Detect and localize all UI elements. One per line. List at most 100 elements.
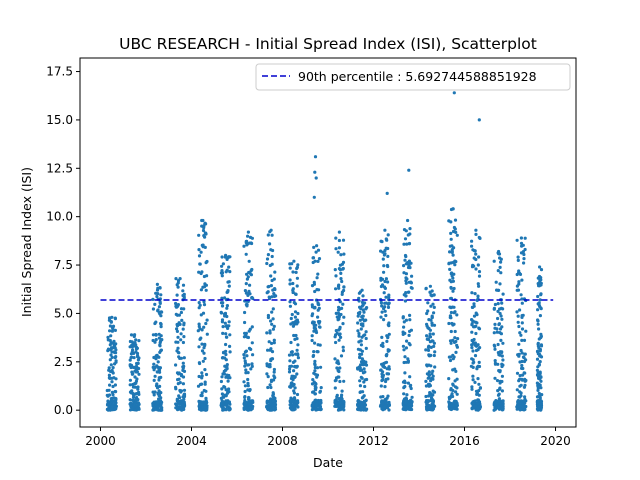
data-point bbox=[113, 383, 117, 387]
data-point bbox=[380, 310, 384, 314]
data-point bbox=[317, 288, 321, 292]
data-point bbox=[335, 331, 339, 335]
data-point bbox=[225, 304, 229, 308]
data-point bbox=[197, 374, 201, 379]
data-point bbox=[202, 234, 206, 238]
data-point bbox=[203, 245, 207, 249]
data-point bbox=[220, 269, 224, 273]
data-point bbox=[402, 242, 406, 246]
data-point bbox=[516, 407, 520, 411]
data-point bbox=[293, 359, 297, 363]
data-point bbox=[449, 341, 453, 345]
data-point bbox=[523, 247, 527, 252]
data-point bbox=[380, 304, 384, 308]
data-point bbox=[521, 355, 526, 359]
data-point bbox=[333, 268, 337, 272]
data-point bbox=[470, 346, 474, 350]
data-point bbox=[337, 362, 341, 366]
data-point bbox=[334, 329, 338, 333]
data-point bbox=[175, 283, 179, 287]
data-point bbox=[111, 384, 115, 389]
data-point bbox=[314, 407, 318, 411]
data-point bbox=[451, 276, 455, 280]
data-point bbox=[294, 319, 298, 323]
data-point bbox=[181, 403, 185, 408]
data-point bbox=[520, 321, 524, 325]
data-point bbox=[114, 359, 118, 363]
data-point bbox=[383, 228, 387, 232]
data-point bbox=[380, 283, 385, 287]
data-point bbox=[538, 360, 542, 364]
data-point bbox=[384, 295, 388, 299]
data-point bbox=[410, 407, 414, 412]
data-point bbox=[228, 333, 232, 337]
data-point bbox=[106, 335, 110, 339]
data-point bbox=[107, 376, 111, 380]
data-point bbox=[293, 337, 297, 341]
data-point bbox=[425, 363, 429, 367]
data-point bbox=[198, 361, 202, 366]
data-point bbox=[433, 350, 437, 354]
data-point bbox=[450, 305, 455, 309]
data-point bbox=[539, 292, 543, 296]
data-point bbox=[176, 346, 180, 350]
data-point bbox=[266, 348, 270, 352]
data-point bbox=[519, 391, 523, 395]
data-point bbox=[426, 376, 430, 380]
data-point bbox=[501, 292, 505, 296]
data-point bbox=[204, 372, 209, 377]
data-point bbox=[404, 346, 408, 350]
data-point bbox=[181, 340, 185, 345]
data-point bbox=[449, 286, 453, 290]
data-point bbox=[470, 387, 474, 391]
data-point bbox=[360, 288, 364, 292]
data-point bbox=[539, 399, 543, 403]
data-point bbox=[155, 294, 159, 299]
data-point bbox=[156, 405, 160, 409]
data-point bbox=[158, 300, 162, 304]
data-point bbox=[537, 362, 541, 366]
data-point bbox=[499, 271, 503, 275]
data-point bbox=[292, 391, 296, 395]
data-point bbox=[107, 393, 112, 397]
data-point bbox=[291, 270, 295, 274]
data-point bbox=[431, 389, 435, 393]
data-point bbox=[406, 218, 410, 223]
data-point bbox=[200, 374, 204, 378]
data-point bbox=[364, 363, 369, 367]
data-point bbox=[272, 374, 276, 378]
data-point bbox=[409, 281, 413, 285]
data-point bbox=[197, 233, 201, 237]
data-point bbox=[427, 394, 431, 398]
data-point bbox=[337, 397, 341, 401]
data-point bbox=[288, 385, 292, 389]
data-point bbox=[470, 385, 474, 389]
data-point bbox=[500, 317, 504, 321]
data-point bbox=[431, 302, 435, 306]
data-point bbox=[197, 404, 201, 408]
x-ticks: 2000 2004 2008 2012 2016 2020 bbox=[85, 427, 571, 448]
data-point bbox=[268, 242, 272, 246]
data-point bbox=[493, 403, 497, 407]
data-point bbox=[407, 402, 411, 406]
data-point bbox=[470, 291, 474, 295]
data-point bbox=[474, 348, 479, 353]
data-point bbox=[448, 267, 452, 271]
data-point bbox=[250, 341, 254, 345]
data-point bbox=[453, 336, 457, 340]
data-point bbox=[204, 389, 208, 393]
data-point bbox=[318, 389, 322, 393]
data-point bbox=[517, 324, 521, 329]
data-point bbox=[386, 305, 391, 309]
data-point bbox=[427, 318, 431, 322]
data-point bbox=[428, 284, 432, 288]
data-point bbox=[494, 400, 498, 404]
data-point bbox=[157, 332, 161, 336]
data-point bbox=[364, 307, 368, 311]
data-point bbox=[179, 310, 183, 315]
data-point bbox=[340, 262, 344, 266]
data-point bbox=[429, 304, 433, 308]
data-point bbox=[476, 377, 480, 381]
data-point bbox=[499, 314, 503, 318]
data-point bbox=[182, 323, 186, 327]
